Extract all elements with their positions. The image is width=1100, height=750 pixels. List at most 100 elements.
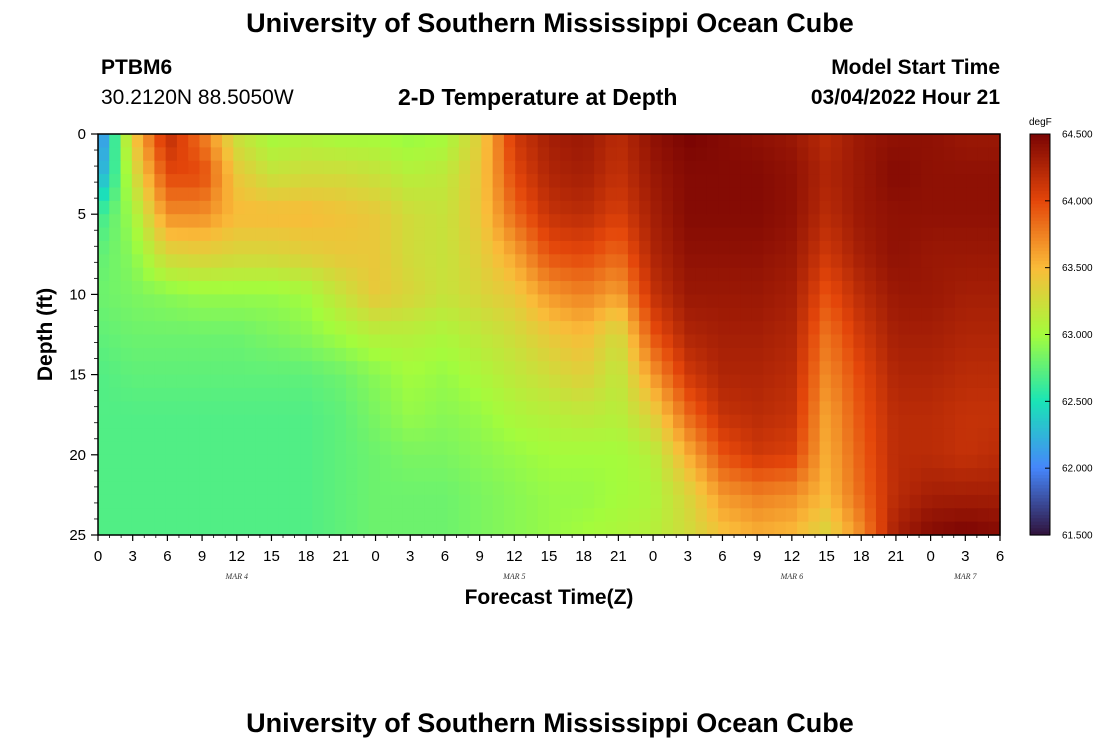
model-start-label: Model Start Time <box>831 56 1000 79</box>
colorbar-segment <box>1030 220 1050 225</box>
heatmap-cell <box>977 214 990 229</box>
heatmap-cell <box>763 214 776 229</box>
heatmap-cell <box>120 147 133 162</box>
heatmap-cell <box>323 200 336 215</box>
colorbar-segment <box>1030 521 1050 526</box>
heatmap-cell <box>819 454 832 469</box>
heatmap-cell <box>346 147 358 162</box>
heatmap-cell <box>402 134 415 148</box>
heatmap-cell <box>436 307 449 322</box>
heatmap-cell <box>650 214 663 229</box>
heatmap-cell <box>289 454 302 469</box>
heatmap-cell <box>943 401 956 416</box>
heatmap-cell <box>661 387 674 402</box>
heatmap-cell <box>312 454 325 469</box>
heatmap-cell <box>424 401 437 416</box>
heatmap-cell <box>165 521 178 536</box>
heatmap-cell <box>875 281 888 295</box>
heatmap-cell <box>582 267 595 282</box>
heatmap-cell <box>605 428 618 443</box>
heatmap-cell <box>368 307 381 322</box>
heatmap-cell <box>943 294 956 309</box>
heatmap-cell <box>98 454 110 469</box>
heatmap-cell <box>492 174 505 189</box>
heatmap-cell <box>413 214 426 229</box>
heatmap-cell <box>357 347 370 362</box>
heatmap-cell <box>515 294 528 309</box>
heatmap-cell <box>424 321 437 336</box>
heatmap-cell <box>560 240 573 255</box>
heatmap-cell <box>244 134 257 148</box>
heatmap-cell <box>932 240 945 255</box>
heatmap-cell <box>594 307 606 322</box>
heatmap-cell <box>300 147 313 162</box>
heatmap-cell <box>424 508 437 523</box>
heatmap-cell <box>120 428 133 443</box>
heatmap-cell <box>244 160 257 175</box>
colorbar-tick-label: 62.000 <box>1062 464 1093 475</box>
heatmap-cell <box>853 334 866 349</box>
heatmap-cell <box>819 227 832 242</box>
heatmap-cell <box>898 374 911 389</box>
heatmap-cell <box>729 347 742 362</box>
heatmap-cell <box>357 321 370 336</box>
heatmap-cell <box>188 481 201 496</box>
heatmap-cell <box>751 334 764 349</box>
heatmap-cell <box>751 428 764 443</box>
heatmap-cell <box>977 494 990 509</box>
heatmap-cell <box>864 147 877 162</box>
heatmap-cell <box>346 227 358 242</box>
heatmap-cell <box>966 134 979 148</box>
heatmap-cell <box>267 508 280 523</box>
heatmap-cell <box>447 321 460 336</box>
heatmap-cell <box>143 160 155 175</box>
heatmap-cell <box>988 134 1001 148</box>
heatmap-cell <box>763 347 776 362</box>
heatmap-cell <box>267 454 280 469</box>
heatmap-cell <box>943 240 956 255</box>
heatmap-cell <box>222 240 234 255</box>
heatmap-cell <box>278 441 291 456</box>
heatmap-cell <box>661 494 674 509</box>
heatmap-cell <box>751 134 764 148</box>
heatmap-cell <box>830 294 843 309</box>
heatmap-cell <box>842 294 855 309</box>
heatmap-cell <box>334 174 347 189</box>
colorbar-segment <box>1030 150 1050 155</box>
heatmap-cell <box>323 240 336 255</box>
heatmap-cell <box>718 174 731 189</box>
heatmap-cell <box>605 214 618 229</box>
heatmap-cell <box>560 227 573 242</box>
heatmap-cell <box>695 481 708 496</box>
heatmap-cell <box>819 254 832 269</box>
heatmap-cell <box>98 307 110 322</box>
heatmap-cell <box>706 454 719 469</box>
heatmap-cell <box>165 454 178 469</box>
heatmap-cell <box>515 361 528 376</box>
heatmap-cell <box>165 174 178 189</box>
heatmap-cell <box>323 387 336 402</box>
heatmap-cell <box>526 454 539 469</box>
heatmap-cell <box>300 134 313 148</box>
heatmap-cell <box>526 468 539 483</box>
heatmap-cell <box>492 240 505 255</box>
heatmap-cell <box>289 387 302 402</box>
heatmap-cell <box>458 347 471 362</box>
heatmap-cell <box>785 401 798 416</box>
heatmap-cell <box>842 481 855 496</box>
heatmap-cell <box>120 387 133 402</box>
heatmap-cell <box>864 414 877 429</box>
heatmap-cell <box>109 187 122 202</box>
heatmap-cell <box>255 200 268 215</box>
heatmap-cell <box>988 214 1001 229</box>
heatmap-cell <box>943 441 956 456</box>
heatmap-cell <box>639 441 652 456</box>
heatmap-cell <box>639 254 652 269</box>
heatmap-cell <box>267 374 280 389</box>
heatmap-cell <box>639 240 652 255</box>
heatmap-cell <box>413 441 426 456</box>
heatmap-cell <box>436 334 449 349</box>
heatmap-cell <box>853 160 866 175</box>
heatmap-cell <box>740 334 753 349</box>
colorbar-segment <box>1030 324 1050 329</box>
